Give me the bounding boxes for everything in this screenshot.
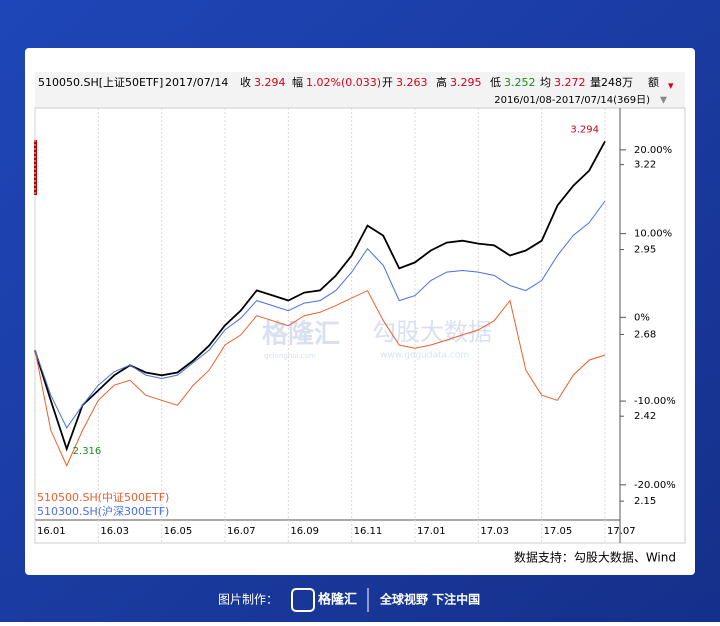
field-label: 均 [540,76,551,89]
legend-entry: 510300.SH(沪深300ETF) [37,504,169,518]
watermark: 格隆汇 [262,319,340,350]
watermark: gelonghui.com [264,352,316,360]
y2-tick-label: 2.68 [634,329,656,340]
field-value: 1.02%(0.033) [306,76,381,89]
y-tick-label: 20.00% [634,145,672,156]
field-value: 3.294 [254,76,286,89]
side-marker [34,140,37,195]
y2-tick-label: 3.22 [634,160,656,171]
volume: 量248万 [590,76,633,89]
x-tick-label: 17.05 [544,526,573,537]
field-label: 开 [382,76,393,89]
annotation: 2.316 [73,446,102,457]
dropdown[interactable]: ▼ [660,96,667,106]
date: 2017/07/14 [165,76,228,89]
watermark: 勾股大数据 [372,318,492,346]
source: 数据支持：勾股大数据、Wind [514,550,676,565]
watermark: www.gogudata.com [380,351,469,361]
slogan: 全球视野 下注中国 [379,592,480,607]
x-tick-label: 17.07 [607,526,636,537]
y-tick-label: -20.00% [634,480,676,491]
field-value: 3.272 [554,76,586,89]
date-range: 2016/01/08-2017/07/14(369日) [494,95,650,106]
field-value: 3.295 [450,76,482,89]
y2-tick-label: 2.42 [634,411,656,422]
y2-tick-label: 2.15 [634,496,656,507]
series-title: 510050.SH[上证50ETF] [38,76,163,89]
plot-frame [34,107,686,544]
amount: 额 [648,76,659,89]
brand-logo [291,588,315,612]
x-tick-label: 17.03 [480,526,509,537]
made-by: 图片制作： [218,593,278,607]
series-line [34,200,606,429]
y-tick-label: -10.00% [634,396,676,407]
x-tick-label: 16.03 [100,526,129,537]
field-value: 3.263 [396,76,428,89]
field-label: 幅 [292,76,303,89]
x-tick-label: 16.07 [227,526,256,537]
field-label: 收 [240,75,251,89]
brand: 格隆汇 [318,592,357,608]
x-tick-label: 16.09 [290,526,319,537]
series-line [34,289,606,467]
field-label: 低 [490,76,501,89]
header-bar [35,72,685,108]
icon[interactable]: ▾ [668,79,674,92]
x-tick-label: 16.11 [354,526,383,537]
x-tick-label: 16.05 [164,526,193,537]
x-tick-label: 16.01 [37,526,66,537]
y2-tick-label: 2.95 [634,245,656,256]
field-label: 高 [436,75,447,89]
field-value: 3.252 [504,76,536,89]
legend-entry: 510500.SH(中证500ETF) [37,491,169,504]
y-tick-label: 0% [634,312,650,323]
x-tick-label: 17.01 [417,526,446,537]
y-tick-label: 10.00% [634,229,672,240]
annotation: 3.294 [570,124,599,135]
